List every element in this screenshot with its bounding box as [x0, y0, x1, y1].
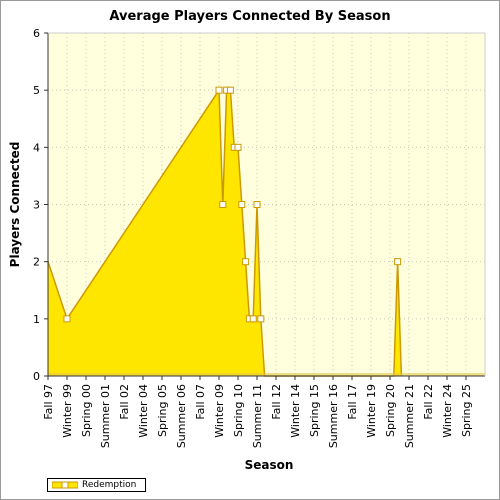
- y-tick-label: 1: [33, 313, 40, 326]
- x-tick-label: Spring 10: [232, 384, 245, 437]
- y-tick-label: 4: [33, 141, 40, 154]
- x-tick-label: Summer 01: [99, 384, 112, 448]
- y-tick-label: 6: [33, 27, 40, 40]
- x-tick-label: Winter 14: [289, 384, 302, 438]
- x-tick-label: Summer 06: [175, 384, 188, 448]
- x-tick-label: Winter 24: [441, 384, 454, 438]
- series-baseline: [48, 373, 485, 376]
- axes: 0 1 2 3 4 5 6 Fall 97 Winter 99 Spring 00 Summer 0…: [33, 27, 486, 448]
- data-point: [63, 315, 71, 323]
- x-axis-label: Season: [245, 458, 294, 472]
- y-tick-label: 3: [33, 199, 40, 212]
- y-tick-label: 0: [33, 370, 40, 383]
- legend: Redemption: [47, 478, 146, 492]
- data-point: [257, 315, 265, 323]
- legend-swatch-marker: [61, 481, 69, 489]
- legend-label-redemption: Redemption: [82, 480, 137, 490]
- x-tick-label: Winter 09: [213, 384, 226, 438]
- x-tick-label: Spring 25: [460, 384, 473, 437]
- data-point: [226, 86, 234, 94]
- x-tick-label: Spring 20: [384, 384, 397, 437]
- series-area: [47, 86, 485, 377]
- data-point: [215, 86, 223, 94]
- data-point: [394, 258, 402, 266]
- x-tick-label: Spring 15: [308, 384, 321, 437]
- x-tick-label: Fall 02: [118, 384, 131, 420]
- x-tick-label: Summer 21: [403, 384, 416, 448]
- x-tick-label: Spring 00: [80, 384, 93, 437]
- x-tick-label: Winter 19: [365, 384, 378, 438]
- data-point: [219, 201, 227, 208]
- data-point: [234, 143, 242, 151]
- data-point: [253, 201, 261, 208]
- x-tick-label: Fall 97: [42, 384, 55, 420]
- data-point: [238, 201, 246, 208]
- x-tick-label: Summer 11: [251, 384, 264, 448]
- y-tick-label: 5: [33, 84, 40, 97]
- series-area-fill: [48, 90, 402, 377]
- x-tick-label: Winter 04: [137, 384, 150, 438]
- x-tick-label: Summer 16: [327, 384, 340, 448]
- x-tick-label: Fall 12: [270, 384, 283, 420]
- x-tick-label: Fall 17: [346, 384, 359, 420]
- x-tick-label: Winter 99: [61, 384, 74, 438]
- legend-swatch-redemption: [52, 481, 78, 489]
- x-tick-label: Fall 07: [194, 384, 207, 420]
- chart-title: Average Players Connected By Season: [109, 9, 391, 24]
- x-tick-label: Spring 05: [156, 384, 169, 437]
- y-tick-label: 2: [33, 256, 40, 269]
- data-point: [249, 315, 257, 323]
- data-point: [242, 258, 250, 266]
- y-axis-label: Players Connected: [8, 142, 22, 268]
- x-tick-label: Fall 22: [422, 384, 435, 420]
